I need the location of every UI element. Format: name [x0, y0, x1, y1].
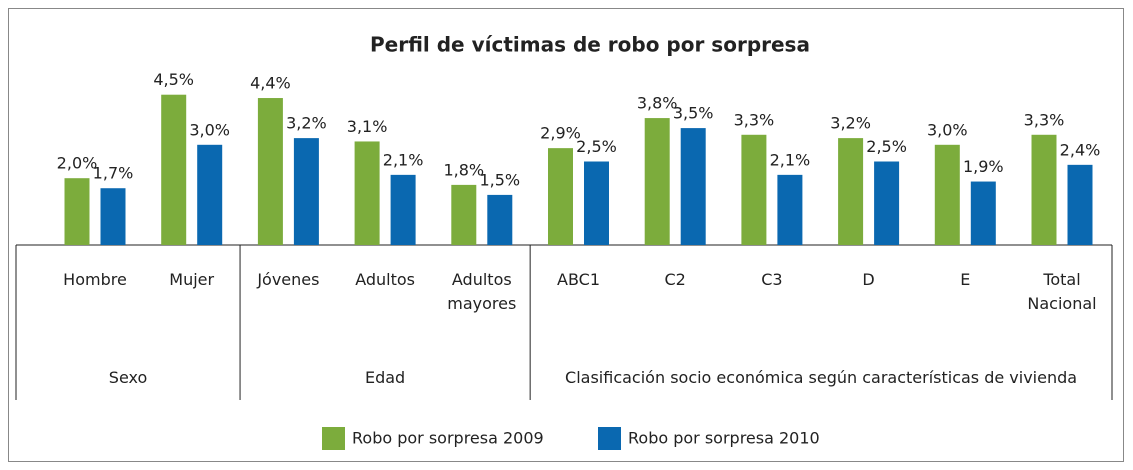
bar: [548, 148, 573, 245]
bar: [100, 188, 126, 245]
x-tick-label: Hombre: [63, 270, 127, 289]
x-tick-label: Adultos: [355, 270, 415, 289]
chart-title: Perfil de víctimas de robo por sorpresa: [370, 33, 810, 57]
bar: [741, 134, 767, 245]
bar: [487, 194, 513, 245]
value-label: 1,8%: [443, 160, 484, 179]
x-tick-label: D: [862, 270, 875, 289]
value-label: 3,8%: [637, 94, 678, 113]
bar: [64, 178, 90, 245]
value-label: 2,1%: [770, 150, 811, 169]
value-label: 3,2%: [830, 114, 871, 133]
bar: [451, 184, 477, 245]
value-label: 2,1%: [383, 150, 424, 169]
value-label: 1,7%: [93, 164, 134, 183]
bar: [161, 94, 187, 245]
value-label: 2,9%: [540, 124, 581, 143]
value-label: 2,0%: [57, 154, 98, 173]
value-label: 3,5%: [673, 104, 714, 123]
legend-swatch: [598, 427, 621, 450]
x-tick-label: Adultos mayores: [447, 270, 517, 313]
value-label: 3,1%: [347, 117, 388, 136]
value-label: 1,5%: [479, 170, 520, 189]
bar: [970, 181, 996, 245]
value-label: 2,5%: [576, 137, 617, 156]
bar: [584, 161, 609, 245]
bar: [934, 144, 960, 245]
bar: [680, 128, 706, 245]
x-tick-label: Total Nacional: [1027, 270, 1097, 313]
value-label: 4,5%: [153, 70, 194, 89]
value-label: 2,5%: [866, 137, 907, 156]
x-tick-label: ABC1: [557, 270, 600, 289]
group-label: Sexo: [108, 368, 148, 387]
x-tick-label: Mujer: [169, 270, 215, 289]
legend-label: Robo por sorpresa 2009: [352, 429, 544, 448]
bar: [257, 98, 283, 245]
bar: [874, 161, 900, 245]
value-label: 3,3%: [1024, 110, 1065, 129]
bar: [838, 138, 864, 245]
x-tick-label: C3: [761, 270, 783, 289]
value-label: 4,4%: [250, 74, 291, 93]
group-label: Clasificación socio económica según cara…: [565, 368, 1078, 387]
bar: [390, 174, 416, 245]
x-tick-label: E: [960, 270, 971, 289]
x-tick-label: C2: [664, 270, 686, 289]
value-label: 3,2%: [286, 114, 327, 133]
bar: [777, 174, 803, 245]
value-label: 3,3%: [734, 110, 775, 129]
x-tick-label: Jóvenes: [257, 270, 320, 289]
bar: [354, 141, 380, 245]
legend-swatch: [322, 427, 345, 450]
bar: [644, 118, 670, 245]
bar: [293, 138, 319, 245]
legend-label: Robo por sorpresa 2010: [628, 429, 820, 448]
group-label: Edad: [364, 368, 406, 387]
bar: [197, 144, 223, 245]
bar: [1067, 164, 1093, 245]
value-label: 3,0%: [189, 120, 230, 139]
bar: [1031, 134, 1057, 245]
value-label: 3,0%: [927, 120, 968, 139]
value-label: 2,4%: [1060, 140, 1101, 159]
value-label: 1,9%: [963, 157, 1004, 176]
